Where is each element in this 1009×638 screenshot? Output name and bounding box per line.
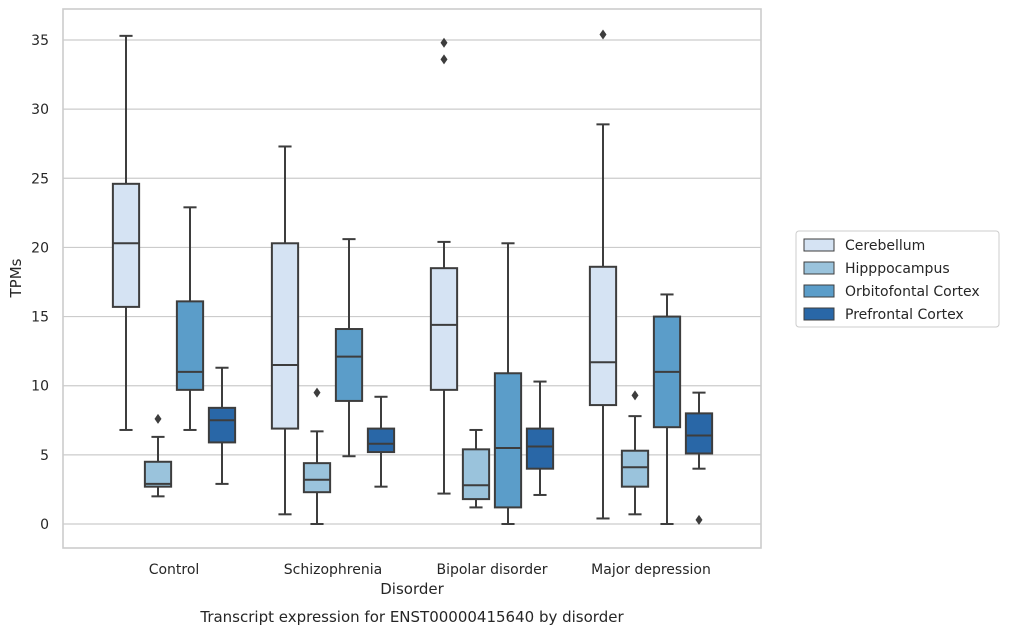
x-tick-label: Major depression (591, 562, 711, 578)
box-iqr (207, 406, 237, 444)
outlier-point (313, 387, 321, 398)
legend-item: Cerebellum (803, 238, 925, 254)
outlier-point (599, 29, 607, 40)
y-axis-label: TPMs (7, 258, 25, 298)
x-tick-label: Control (149, 562, 200, 578)
box-mark (588, 29, 618, 520)
box-mark (111, 34, 141, 431)
box-series (111, 29, 714, 525)
legend-label: Orbitofontal Cortex (845, 284, 980, 300)
series-group (143, 387, 650, 525)
box-mark (366, 395, 396, 488)
series-group (207, 366, 714, 525)
y-tick-label: 20 (31, 240, 49, 256)
y-tick-label: 30 (31, 102, 49, 118)
box-iqr (684, 412, 714, 455)
x-axis-label: Disorder (380, 580, 444, 598)
box-mark (620, 390, 650, 516)
plot-frame (62, 8, 762, 549)
legend-item: Hipppocampus (803, 261, 950, 277)
box-mark (652, 293, 682, 525)
y-tick-label: 10 (31, 379, 49, 395)
box-mark (461, 428, 491, 509)
legend-label: Hipppocampus (845, 261, 950, 277)
box-mark (493, 242, 523, 525)
box-iqr (302, 462, 332, 494)
box-iqr (366, 427, 396, 454)
legend-label: Prefrontal Cortex (845, 307, 964, 323)
box-iqr (461, 448, 491, 501)
x-tick-label: Bipolar disorder (436, 562, 547, 578)
outlier-point (631, 390, 639, 401)
legend-label: Cerebellum (845, 238, 925, 254)
y-tick-label: 5 (40, 448, 49, 464)
legend-swatch (803, 307, 835, 321)
outlier-point (695, 514, 703, 525)
box-mark (207, 366, 237, 485)
legend-swatch (803, 238, 835, 252)
legend: Cerebellum Hipppocampus Orbitofontal Corte… (795, 230, 1000, 328)
box-iqr (143, 460, 173, 488)
y-tick-label: 15 (31, 310, 49, 326)
box-iqr (175, 300, 205, 391)
box-iqr (493, 372, 523, 509)
series-group (175, 206, 682, 525)
outlier-point (440, 54, 448, 65)
y-tick-label: 25 (31, 171, 49, 187)
box-iqr (334, 328, 364, 402)
chart-caption: Transcript expression for ENST0000041564… (199, 608, 624, 626)
box-mark (302, 387, 332, 525)
outlier-point (440, 37, 448, 48)
box-mark (270, 145, 300, 516)
legend-frame (795, 230, 1000, 328)
y-tick-label: 0 (40, 517, 49, 533)
box-iqr (270, 242, 300, 430)
series-group (111, 29, 618, 520)
box-iqr (429, 267, 459, 391)
x-tick-label: Schizophrenia (284, 562, 382, 578)
x-tick-labels: Control Schizophrenia Bipolar disorder Majo… (149, 562, 711, 578)
legend-swatch (803, 261, 835, 275)
legend-swatch (803, 284, 835, 298)
legend-item: Prefrontal Cortex (803, 307, 964, 323)
y-tick-labels: 0 5 10 15 20 25 30 35 (31, 33, 49, 533)
outlier-point (154, 413, 162, 424)
box-iqr (525, 427, 555, 470)
box-mark (143, 413, 173, 498)
box-mark (334, 238, 364, 458)
box-mark (684, 391, 714, 525)
box-iqr (111, 182, 141, 308)
box-mark (429, 37, 459, 495)
box-iqr (620, 449, 650, 488)
box-mark (175, 206, 205, 431)
legend-item: Orbitofontal Cortex (803, 284, 980, 300)
box-iqr (588, 265, 618, 407)
y-tick-label: 35 (31, 33, 49, 49)
box-mark (525, 380, 555, 496)
